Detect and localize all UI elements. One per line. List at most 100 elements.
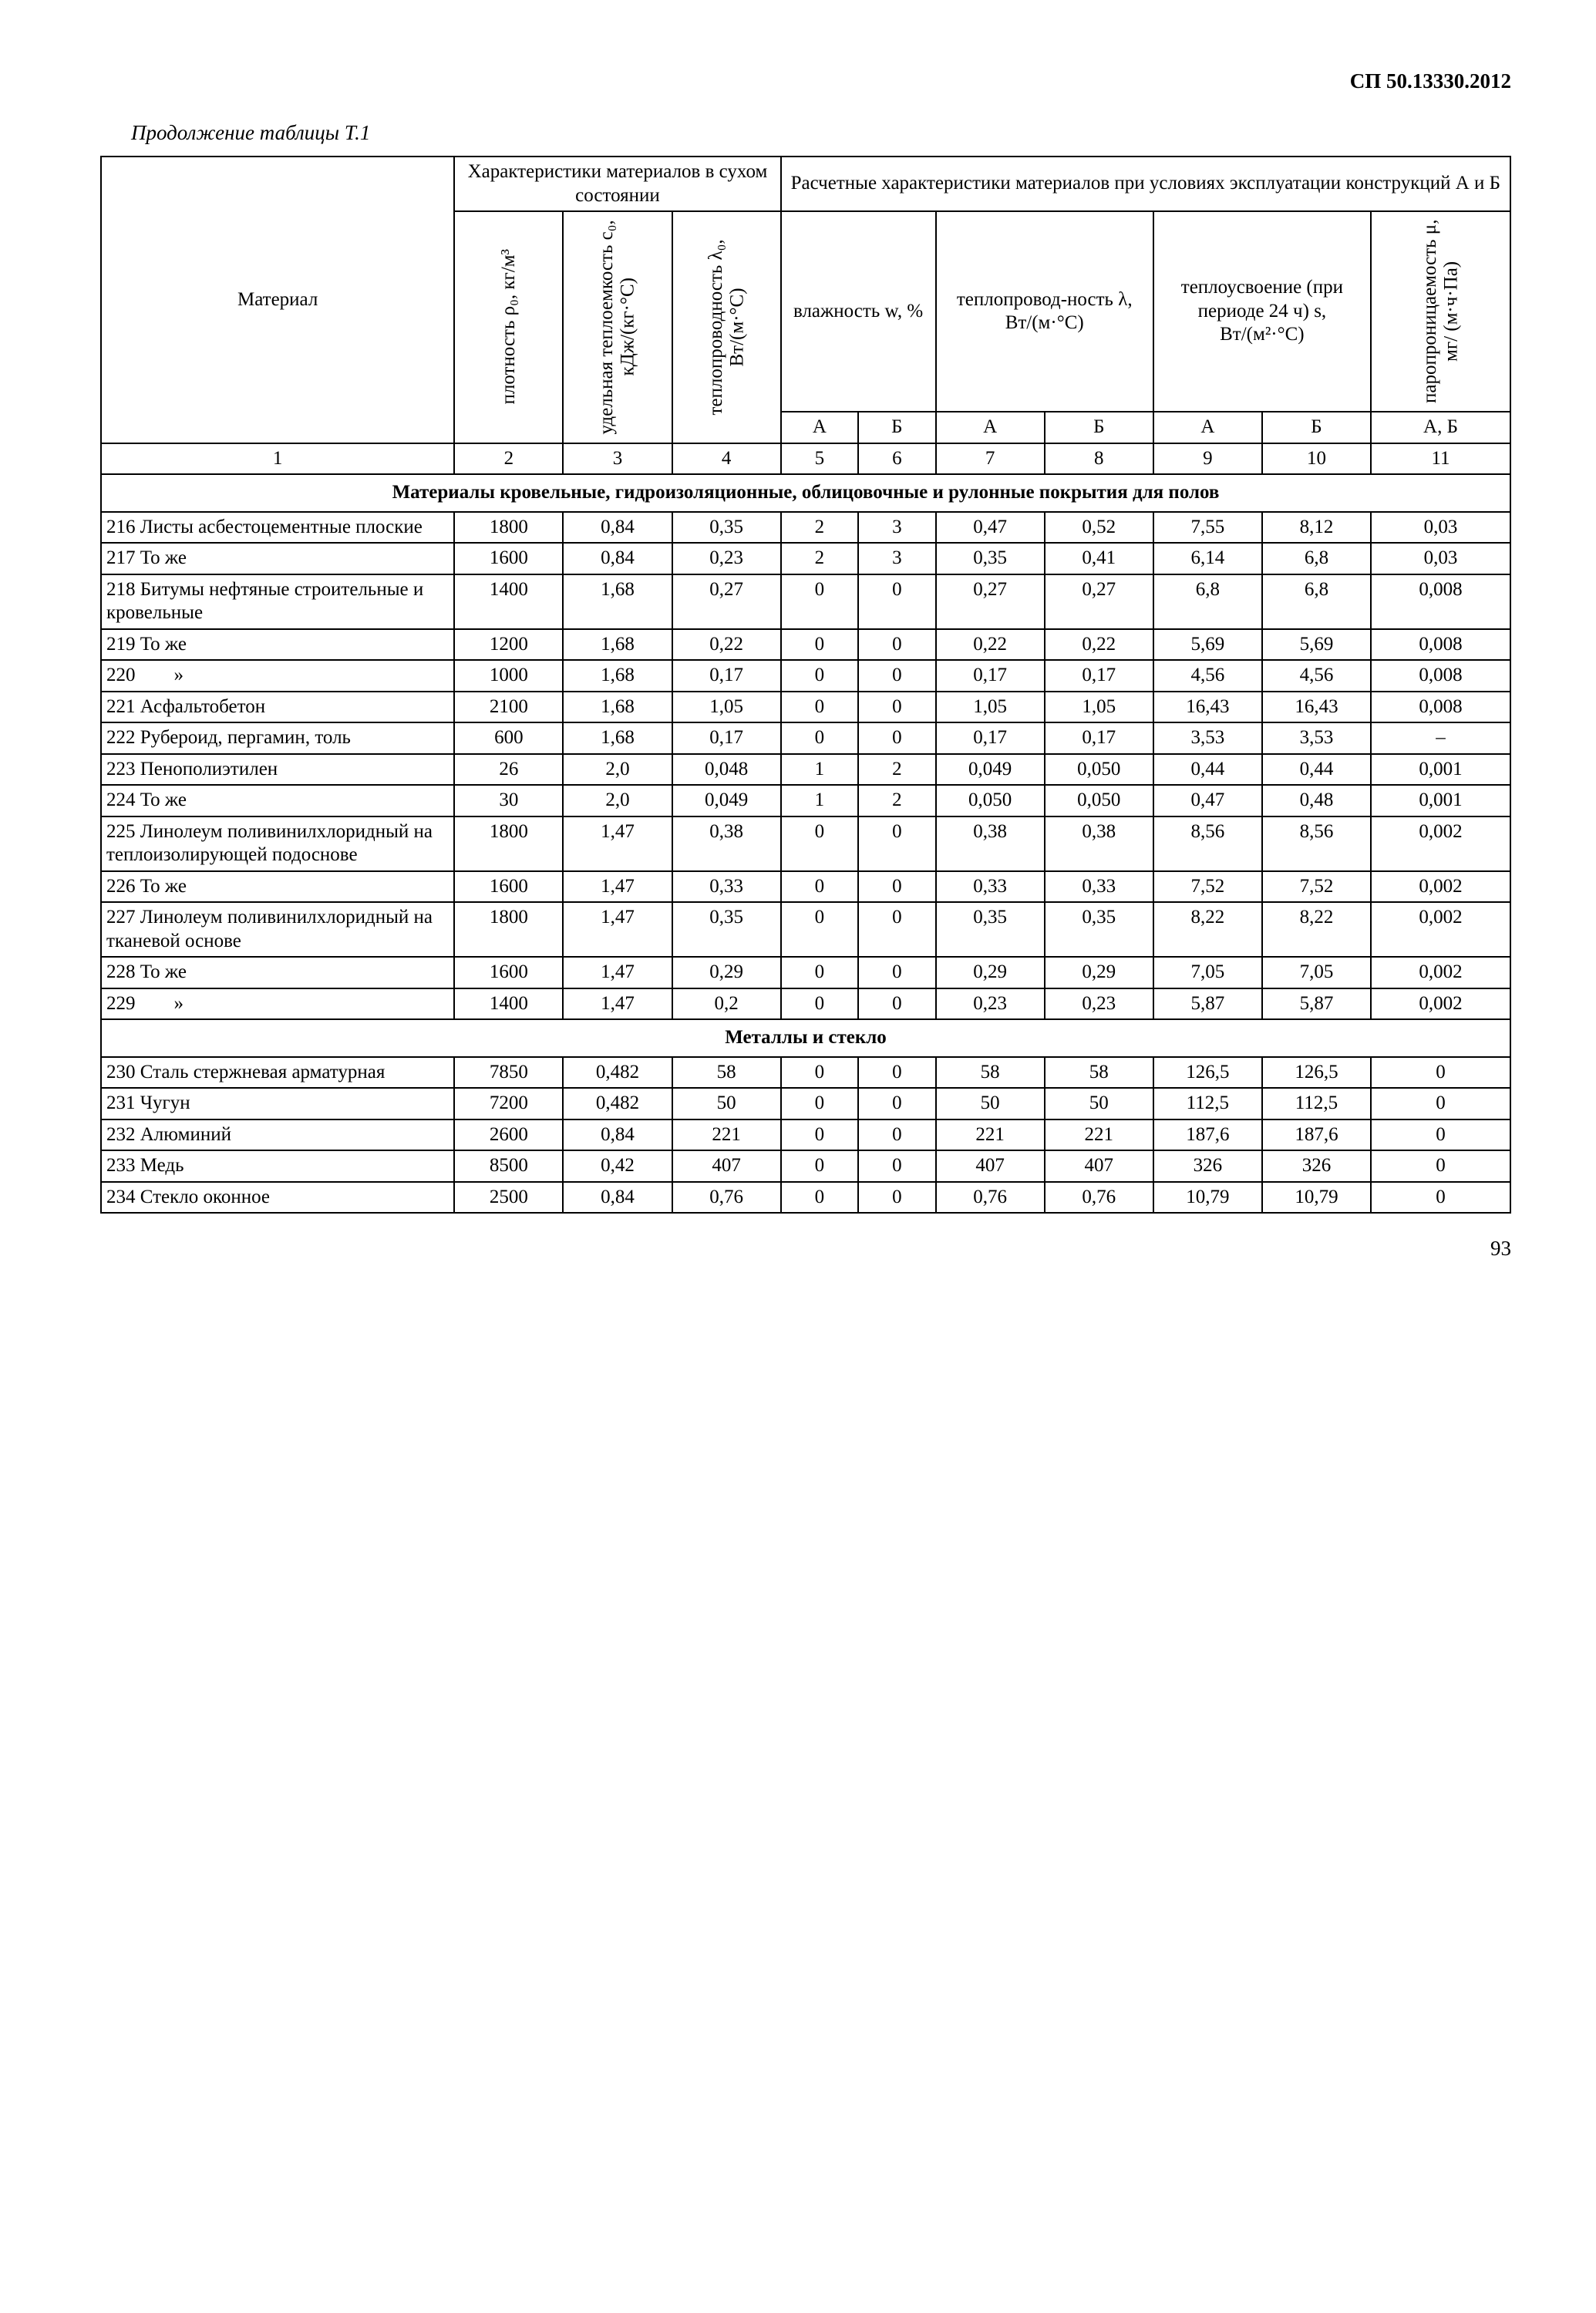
value-cell: 1600 xyxy=(454,957,563,988)
value-cell: 2500 xyxy=(454,1182,563,1214)
table-row: 221 Асфальтобетон21001,681,05001,051,051… xyxy=(101,692,1510,723)
value-cell: 126,5 xyxy=(1153,1057,1262,1089)
table-row: 234 Стекло оконное25000,840,76000,760,76… xyxy=(101,1182,1510,1214)
table-row: 233 Медь85000,42407004074073263260 xyxy=(101,1150,1510,1182)
value-cell: 8500 xyxy=(454,1150,563,1182)
value-cell: 0 xyxy=(858,988,936,1020)
value-cell: 2 xyxy=(858,754,936,786)
value-cell: 0,22 xyxy=(936,629,1045,661)
value-cell: 2 xyxy=(781,543,859,574)
value-cell: 0,17 xyxy=(936,660,1045,692)
value-cell: 1,68 xyxy=(563,692,672,723)
value-cell: 0,002 xyxy=(1371,816,1510,871)
value-cell: 1000 xyxy=(454,660,563,692)
value-cell: 407 xyxy=(1045,1150,1153,1182)
value-cell: 0 xyxy=(858,1088,936,1119)
header-conduct-a: А xyxy=(936,412,1045,443)
value-cell: 0,008 xyxy=(1371,574,1510,629)
value-cell: 112,5 xyxy=(1153,1088,1262,1119)
table-row: 227 Линолеум поливинилхлоридный на ткане… xyxy=(101,902,1510,957)
value-cell: 0,38 xyxy=(1045,816,1153,871)
section-title: Металлы и стекло xyxy=(101,1019,1510,1057)
value-cell: 0,050 xyxy=(936,785,1045,816)
value-cell: 1400 xyxy=(454,988,563,1020)
value-cell: 0,23 xyxy=(672,543,781,574)
value-cell: 3,53 xyxy=(1262,722,1371,754)
value-cell: 1,47 xyxy=(563,957,672,988)
value-cell: 0,049 xyxy=(936,754,1045,786)
colnum-7: 7 xyxy=(936,443,1045,475)
value-cell: 187,6 xyxy=(1262,1119,1371,1151)
value-cell: 0,17 xyxy=(1045,660,1153,692)
value-cell: 0 xyxy=(781,1088,859,1119)
value-cell: 0,482 xyxy=(563,1057,672,1089)
value-cell: 8,22 xyxy=(1153,902,1262,957)
header-humidity-a: А xyxy=(781,412,859,443)
value-cell: 58 xyxy=(672,1057,781,1089)
value-cell: 16,43 xyxy=(1153,692,1262,723)
value-cell: 0,47 xyxy=(936,512,1045,544)
value-cell: 0,35 xyxy=(672,512,781,544)
value-cell: 0 xyxy=(781,629,859,661)
document-code: СП 50.13330.2012 xyxy=(100,69,1511,93)
value-cell: 0,27 xyxy=(936,574,1045,629)
value-cell: 50 xyxy=(672,1088,781,1119)
value-cell: 6,8 xyxy=(1262,543,1371,574)
value-cell: 2,0 xyxy=(563,785,672,816)
value-cell: 0,17 xyxy=(1045,722,1153,754)
value-cell: 0,482 xyxy=(563,1088,672,1119)
table-row: 230 Сталь стержневая арматурная78500,482… xyxy=(101,1057,1510,1089)
value-cell: 0,33 xyxy=(672,871,781,903)
value-cell: 0 xyxy=(858,629,936,661)
material-name-cell: 229 » xyxy=(101,988,454,1020)
material-name-cell: 233 Медь xyxy=(101,1150,454,1182)
value-cell: 0 xyxy=(858,722,936,754)
value-cell: 0,29 xyxy=(1045,957,1153,988)
header-permeability: паропроницаемость μ, мг/ (м·ч·Па) xyxy=(1371,211,1510,412)
colnum-10: 10 xyxy=(1262,443,1371,475)
value-cell: 0,33 xyxy=(1045,871,1153,903)
value-cell: 6,8 xyxy=(1153,574,1262,629)
table-row: 216 Листы асбестоцементные плоские18000,… xyxy=(101,512,1510,544)
value-cell: 0 xyxy=(781,871,859,903)
value-cell: 126,5 xyxy=(1262,1057,1371,1089)
value-cell: 0 xyxy=(781,816,859,871)
value-cell: 3 xyxy=(858,543,936,574)
header-calc-group: Расчетные характеристики материалов при … xyxy=(781,157,1510,211)
value-cell: 1,05 xyxy=(672,692,781,723)
value-cell: 1 xyxy=(781,754,859,786)
value-cell: 0 xyxy=(781,1057,859,1089)
header-conduct-b: Б xyxy=(1045,412,1153,443)
value-cell: 2,0 xyxy=(563,754,672,786)
value-cell: 0,050 xyxy=(1045,754,1153,786)
material-name-cell: 219 То же xyxy=(101,629,454,661)
colnum-2: 2 xyxy=(454,443,563,475)
value-cell: 0 xyxy=(858,574,936,629)
value-cell: 600 xyxy=(454,722,563,754)
value-cell: 0 xyxy=(1371,1182,1510,1214)
value-cell: 0,35 xyxy=(936,902,1045,957)
table-row: 224 То же302,00,049120,0500,0500,470,480… xyxy=(101,785,1510,816)
value-cell: 4,56 xyxy=(1153,660,1262,692)
value-cell: 0 xyxy=(781,722,859,754)
value-cell: 1,47 xyxy=(563,871,672,903)
value-cell: 1,68 xyxy=(563,660,672,692)
material-name-cell: 218 Битумы нефтяные строительные и крове… xyxy=(101,574,454,629)
value-cell: 0,84 xyxy=(563,543,672,574)
colnum-8: 8 xyxy=(1045,443,1153,475)
value-cell: 0,23 xyxy=(936,988,1045,1020)
value-cell: 0,47 xyxy=(1153,785,1262,816)
value-cell: 0 xyxy=(858,1057,936,1089)
colnum-3: 3 xyxy=(563,443,672,475)
value-cell: 2100 xyxy=(454,692,563,723)
value-cell: 0 xyxy=(858,1182,936,1214)
value-cell: 0,001 xyxy=(1371,754,1510,786)
header-heat-capacity: удельная теплоемкость c₀, кДж/(кг·°C) xyxy=(563,211,672,443)
value-cell: 0,42 xyxy=(563,1150,672,1182)
value-cell: 5,87 xyxy=(1262,988,1371,1020)
value-cell: 0,27 xyxy=(672,574,781,629)
value-cell: 0,002 xyxy=(1371,988,1510,1020)
materials-table: Материал Характеристики материалов в сух… xyxy=(100,156,1511,1214)
value-cell: 26 xyxy=(454,754,563,786)
value-cell: 0,38 xyxy=(936,816,1045,871)
